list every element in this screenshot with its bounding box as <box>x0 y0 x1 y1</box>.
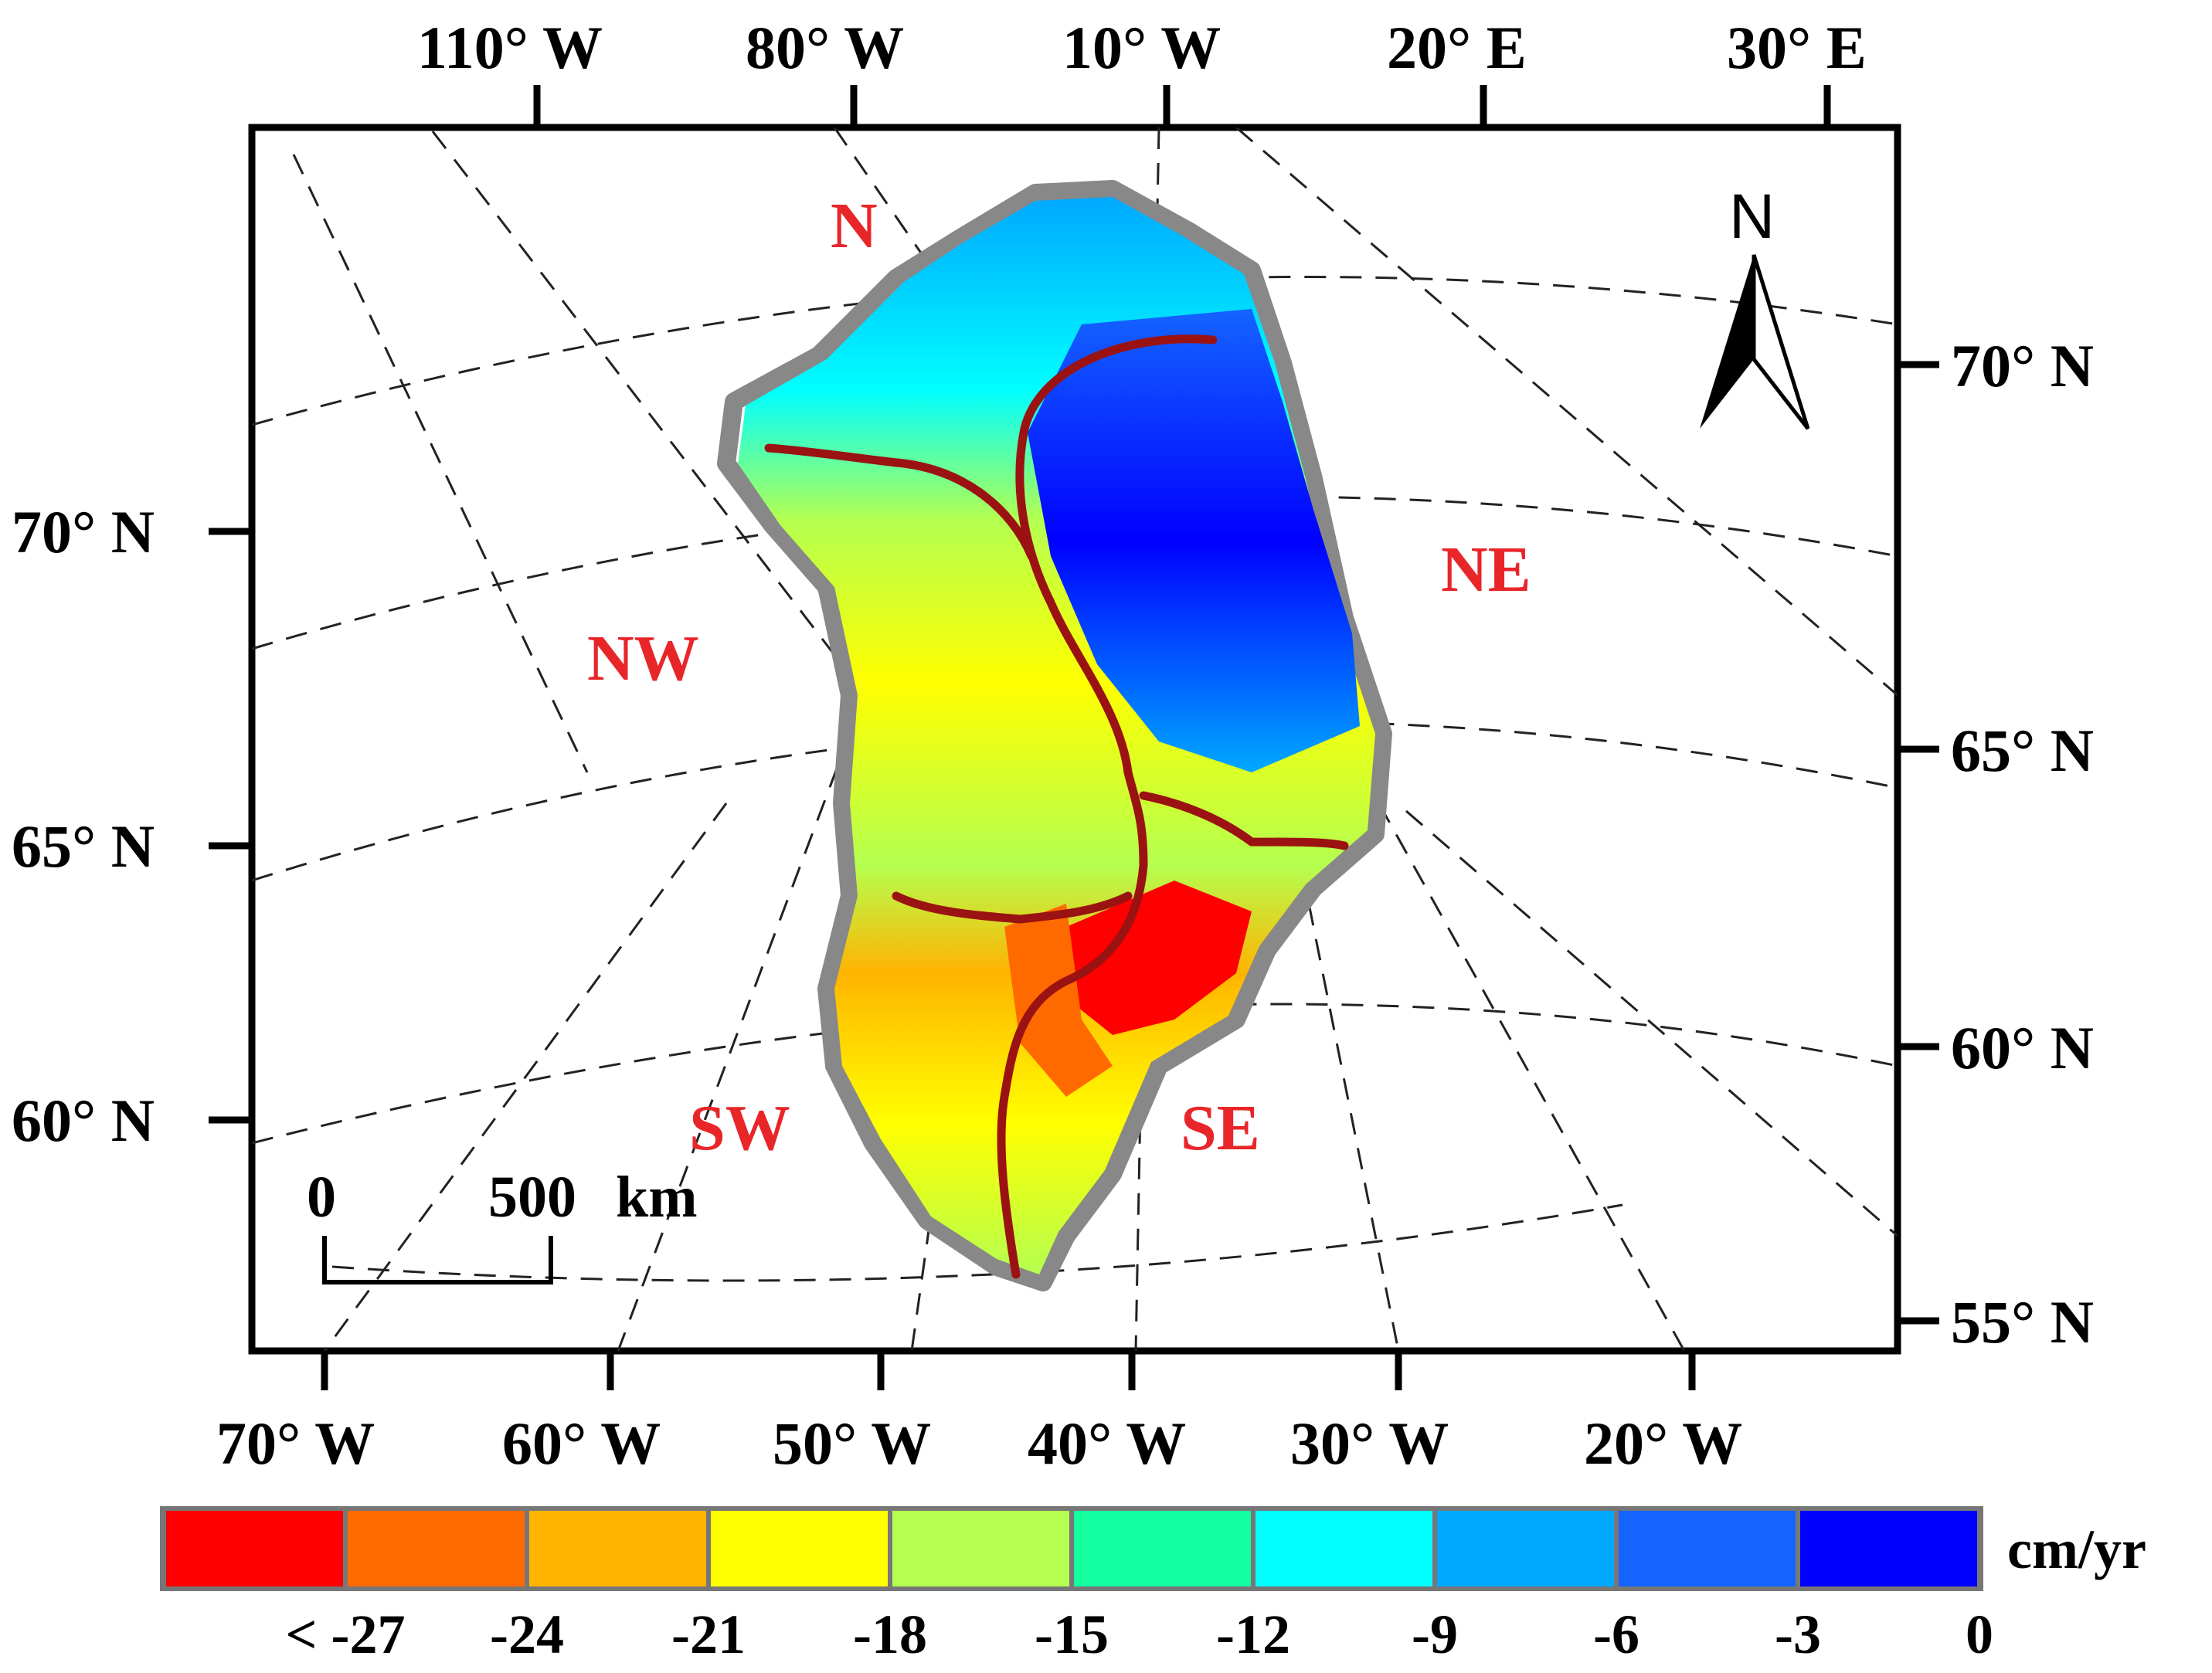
bottom-axis-label: 40° W <box>1028 1410 1186 1477</box>
colorbar-unit: cm/yr <box>2007 1519 2146 1580</box>
colorbar-tick-label: -21 <box>671 1603 746 1665</box>
parallel-line <box>252 1003 1898 1145</box>
scale-bar-line <box>322 1236 553 1284</box>
bottom-axis-label: 50° W <box>773 1410 931 1477</box>
left-axis-label: 70° N <box>12 498 155 565</box>
southeast-orange-zone <box>1004 904 1113 1097</box>
top-axis-label: 30° E <box>1727 14 1867 81</box>
colorbar-tick-label: -9 <box>1412 1603 1458 1665</box>
colorbar-swatch <box>1619 1511 1796 1586</box>
right-axis-label: 65° N <box>1951 717 2094 784</box>
colorbar-tick-label: -12 <box>1216 1603 1290 1665</box>
bottom-axis-label: 20° W <box>1584 1410 1742 1477</box>
colorbar-swatch <box>1256 1511 1432 1586</box>
coastline <box>717 180 1392 1291</box>
colorbar-tick-label: -6 <box>1593 1603 1639 1665</box>
colorbar-tick-label: 0 <box>1966 1603 1993 1665</box>
region-label-ne: NE <box>1441 534 1531 606</box>
colorbar-swatch <box>1800 1511 1977 1586</box>
bottom-axis-label: 30° W <box>1290 1410 1449 1477</box>
scale-bar: 0 500 km <box>307 1165 698 1284</box>
parallel-line <box>252 495 1898 650</box>
colorbar-swatch <box>1437 1511 1614 1586</box>
left-axis-label: 60° N <box>12 1087 155 1154</box>
colorbar-tick-label: -24 <box>490 1603 564 1665</box>
colorbar-tick-label: -15 <box>1035 1603 1109 1665</box>
colorbar-swatch <box>166 1511 343 1586</box>
east-blue-zone <box>1028 309 1360 772</box>
right-axis-label: 60° N <box>1951 1014 2094 1081</box>
greenland-ice-sheet <box>717 180 1392 1291</box>
axis-ticks <box>209 85 1939 1390</box>
colorbar: < -27 -24 -21 -18 -15 -12 -9 -6 -3 0 cm/yr <box>160 1506 2146 1665</box>
top-axis-label: 20° E <box>1387 14 1527 81</box>
drainage-divide <box>997 334 1218 1279</box>
meridian-line <box>292 154 589 773</box>
meridian-line <box>1343 741 1686 1351</box>
colorbar-swatch <box>348 1511 525 1586</box>
meridian-line <box>431 131 867 696</box>
meridian-line <box>617 733 851 1351</box>
parallel-line <box>252 720 1898 882</box>
north-arrow-label: N <box>1729 182 1775 252</box>
colorbar-swatch <box>529 1511 706 1586</box>
parallel-line <box>252 276 1898 426</box>
top-axis-label: 10° W <box>1062 14 1221 81</box>
right-axis-label: 70° N <box>1951 332 2094 399</box>
colorbar-swatch <box>711 1511 888 1586</box>
meridian-line <box>1235 127 1898 697</box>
north-arrow: N <box>1700 182 1810 430</box>
top-axis-label: 80° W <box>746 14 904 81</box>
drainage-divide <box>1139 791 1349 850</box>
region-label-nw: NW <box>587 623 699 694</box>
graticule <box>252 127 1898 1351</box>
meridian-line <box>323 803 728 1351</box>
left-axis-label: 65° N <box>12 813 155 880</box>
colorbar-swatch <box>1074 1511 1251 1586</box>
colorbar-tick-label: -18 <box>853 1603 927 1665</box>
scale-bar-end: 500 <box>488 1165 576 1230</box>
right-axis-label: 55° N <box>1951 1288 2094 1356</box>
colorbar-swatch <box>892 1511 1069 1586</box>
scale-bar-start: 0 <box>307 1165 336 1230</box>
region-label-n: N <box>831 190 878 262</box>
meridian-line <box>1405 809 1898 1237</box>
parallel-line <box>331 1203 1623 1282</box>
colorbar-tick-label: -3 <box>1775 1603 1821 1665</box>
top-axis-label: 110° W <box>417 14 603 81</box>
north-arrow-icon <box>1700 255 1754 429</box>
drainage-boundaries <box>764 334 1349 1279</box>
region-label-sw: SW <box>689 1092 790 1164</box>
north-arrow-outline-icon <box>1752 254 1810 430</box>
region-label-se: SE <box>1181 1092 1260 1164</box>
bottom-axis-label: 70° W <box>216 1410 375 1477</box>
colorbar-tick-label: < -27 <box>285 1603 405 1665</box>
scale-bar-unit: km <box>616 1165 698 1230</box>
drainage-divide <box>764 443 1036 561</box>
bottom-axis-label: 60° W <box>502 1410 661 1477</box>
southeast-red-zone <box>1066 881 1252 1035</box>
drainage-divide <box>892 891 1133 924</box>
